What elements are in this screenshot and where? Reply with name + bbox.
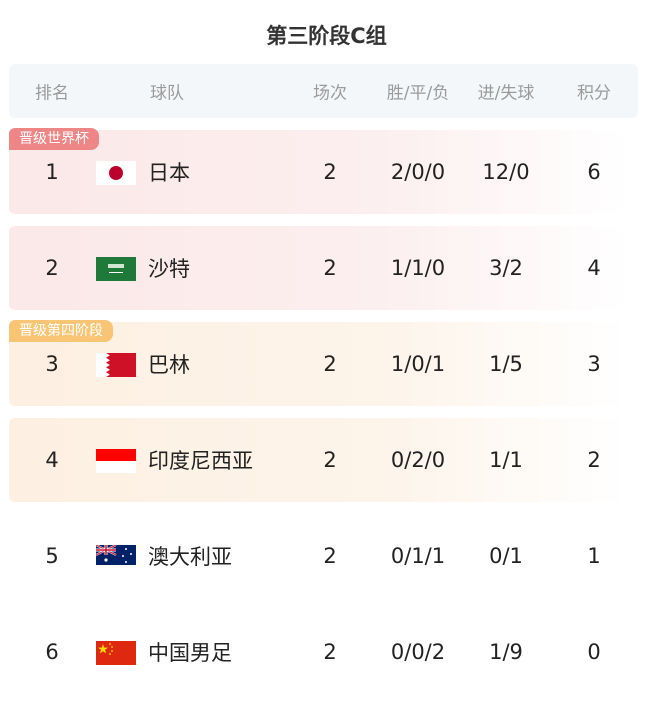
table-row[interactable]: 晋级世界杯 1 日本 2 2/0/0 12/0 6 (9, 128, 629, 214)
team-name: 中国男足 (148, 641, 232, 665)
played: 2 (323, 544, 337, 568)
china-flag-icon (96, 641, 136, 665)
team-name: 沙特 (148, 257, 190, 281)
rank: 1 (45, 160, 59, 184)
col-goals: 进/失球 (477, 83, 535, 104)
goals: 3/2 (489, 256, 523, 280)
points: 3 (587, 352, 601, 376)
played: 2 (323, 160, 337, 184)
col-played: 场次 (313, 83, 347, 104)
col-team: 球队 (150, 83, 184, 104)
table-header: 排名 球队 场次 胜/平/负 进/失球 积分 (9, 64, 638, 118)
indonesia-flag-icon (96, 449, 136, 473)
col-wdl: 胜/平/负 (386, 83, 450, 104)
team-name: 日本 (148, 161, 190, 185)
fourth-stage-badge: 晋级第四阶段 (9, 320, 113, 342)
team-name: 巴林 (148, 353, 190, 377)
team-name: 印度尼西亚 (148, 449, 253, 473)
japan-flag-icon (96, 161, 136, 185)
table-row[interactable]: 晋级第四阶段 3 巴林 2 1/0/1 1/5 3 (9, 320, 629, 406)
rank: 2 (45, 256, 59, 280)
table-row[interactable]: 5 澳大利亚 2 0/1/1 0/1 1 (9, 514, 629, 598)
table-row[interactable]: 6 中国男足 2 0/0/2 1/9 0 (9, 610, 629, 694)
goals: 12/0 (482, 160, 530, 184)
rank: 6 (45, 640, 59, 664)
played: 2 (323, 256, 337, 280)
rank: 5 (45, 544, 59, 568)
goals: 0/1 (489, 544, 523, 568)
table-row[interactable]: 2 沙特 2 1/1/0 3/2 4 (9, 226, 629, 310)
win-draw-loss: 0/1/1 (390, 544, 446, 568)
australia-flag-icon (96, 545, 136, 569)
goals: 1/5 (489, 352, 523, 376)
qualified-badge: 晋级世界杯 (9, 128, 99, 150)
points: 2 (587, 448, 601, 472)
win-draw-loss: 0/2/0 (390, 448, 446, 472)
goals: 1/1 (489, 448, 523, 472)
points: 6 (587, 160, 601, 184)
rank: 3 (45, 352, 59, 376)
table-row[interactable]: 4 印度尼西亚 2 0/2/0 1/1 2 (9, 418, 629, 502)
win-draw-loss: 1/1/0 (390, 256, 446, 280)
bahrain-flag-icon (96, 353, 136, 377)
col-points: 积分 (577, 83, 611, 104)
col-rank: 排名 (35, 83, 69, 104)
played: 2 (323, 448, 337, 472)
played: 2 (323, 352, 337, 376)
points: 4 (587, 256, 601, 280)
points: 1 (587, 544, 601, 568)
page-title: 第三阶段C组 (266, 24, 387, 48)
win-draw-loss: 1/0/1 (390, 352, 446, 376)
rank: 4 (45, 448, 59, 472)
win-draw-loss: 0/0/2 (390, 640, 446, 664)
saudi-arabia-flag-icon (96, 257, 136, 281)
goals: 1/9 (489, 640, 523, 664)
played: 2 (323, 640, 337, 664)
win-draw-loss: 2/0/0 (390, 160, 446, 184)
team-name: 澳大利亚 (148, 545, 232, 569)
points: 0 (587, 640, 601, 664)
